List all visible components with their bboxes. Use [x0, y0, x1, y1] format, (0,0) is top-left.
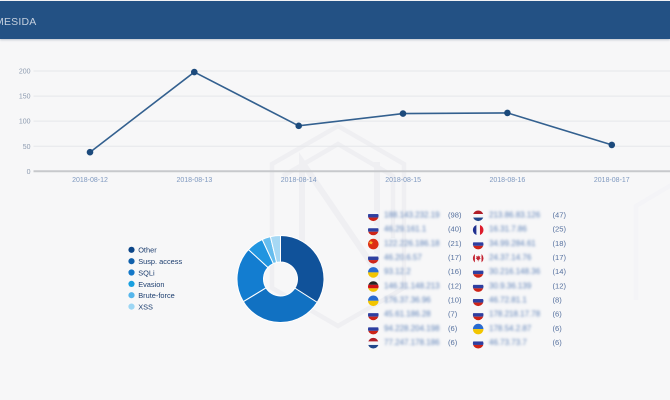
svg-text:100: 100 — [19, 119, 31, 126]
svg-text:200: 200 — [19, 69, 31, 76]
svg-text:2018-08-14: 2018-08-14 — [281, 177, 317, 184]
svg-text:Brute-force: Brute-force — [138, 291, 175, 300]
svg-text:30.9.36.139: 30.9.36.139 — [489, 281, 532, 290]
svg-text:2018-08-16: 2018-08-16 — [489, 177, 525, 184]
svg-text:(12): (12) — [448, 281, 462, 290]
svg-text:(14): (14) — [553, 267, 567, 276]
svg-text:(47): (47) — [553, 211, 567, 220]
svg-text:(8): (8) — [553, 296, 563, 305]
svg-text:(6): (6) — [553, 324, 563, 333]
svg-text:16.31.7.86: 16.31.7.86 — [489, 225, 527, 234]
svg-text:45.61.186.28: 45.61.186.28 — [384, 310, 431, 319]
svg-text:Susp. access: Susp. access — [138, 257, 182, 266]
svg-text:77.247.178.186: 77.247.178.186 — [384, 338, 440, 347]
svg-text:46.73.73.7: 46.73.73.7 — [489, 338, 527, 347]
svg-text:(12): (12) — [553, 281, 567, 290]
svg-text:176.37.36.96: 176.37.36.96 — [384, 296, 431, 305]
svg-text:2018-08-17: 2018-08-17 — [594, 177, 630, 184]
svg-text:122.226.186.18: 122.226.186.18 — [384, 239, 440, 248]
svg-text:46.72.81.1: 46.72.81.1 — [489, 296, 527, 305]
svg-text:(98): (98) — [448, 211, 462, 220]
svg-text:(6): (6) — [448, 324, 458, 333]
svg-text:2018-08-13: 2018-08-13 — [176, 177, 212, 184]
svg-text:(6): (6) — [553, 338, 563, 347]
svg-text:SQLi: SQLi — [138, 268, 155, 277]
svg-text:2018-08-15: 2018-08-15 — [385, 177, 421, 184]
svg-text:50: 50 — [23, 144, 31, 151]
svg-text:93.12.2: 93.12.2 — [384, 267, 411, 276]
svg-text:Evasion: Evasion — [138, 280, 164, 289]
svg-text:(10): (10) — [448, 296, 462, 305]
svg-text:46.29.161.1: 46.29.161.1 — [384, 225, 427, 234]
svg-text:(17): (17) — [448, 253, 462, 262]
svg-text:46.20.6.57: 46.20.6.57 — [384, 253, 422, 262]
svg-text:213.86.83.126: 213.86.83.126 — [489, 211, 541, 220]
svg-text:(16): (16) — [448, 267, 462, 276]
svg-text:0: 0 — [27, 169, 31, 176]
svg-text:146.31.148.213: 146.31.148.213 — [384, 281, 440, 290]
svg-text:188.143.232.19: 188.143.232.19 — [384, 211, 440, 220]
svg-text:34.99.284.61: 34.99.284.61 — [489, 239, 536, 248]
svg-text:178.218.17.78: 178.218.17.78 — [489, 310, 541, 319]
svg-text:(6): (6) — [448, 338, 458, 347]
svg-text:94.228.204.198: 94.228.204.198 — [384, 324, 440, 333]
svg-text:2018-08-12: 2018-08-12 — [72, 177, 108, 184]
svg-text:Other: Other — [138, 246, 157, 255]
svg-text:(18): (18) — [553, 239, 567, 248]
svg-text:(17): (17) — [553, 253, 567, 262]
svg-text:178.54.2.87: 178.54.2.87 — [489, 324, 532, 333]
svg-text:(21): (21) — [448, 239, 462, 248]
svg-text:XSS: XSS — [138, 302, 153, 311]
svg-text:30.216.148.36: 30.216.148.36 — [489, 267, 541, 276]
svg-text:(40): (40) — [448, 225, 462, 234]
svg-text:(6): (6) — [553, 310, 563, 319]
svg-text:150: 150 — [19, 94, 31, 101]
svg-text:24.37.14.76: 24.37.14.76 — [489, 253, 532, 262]
svg-text:(7): (7) — [448, 310, 458, 319]
svg-text:(25): (25) — [553, 225, 567, 234]
